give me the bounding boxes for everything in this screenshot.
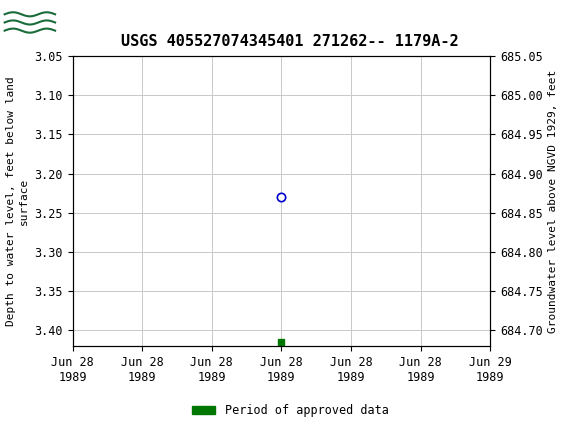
Bar: [3, 3, 58, 37]
Y-axis label: Groundwater level above NGVD 1929, feet: Groundwater level above NGVD 1929, feet: [548, 69, 558, 333]
Text: USGS: USGS: [64, 10, 132, 31]
Text: USGS 405527074345401 271262-- 1179A-2: USGS 405527074345401 271262-- 1179A-2: [121, 34, 459, 49]
Legend: Period of approved data: Period of approved data: [187, 399, 393, 422]
Y-axis label: Depth to water level, feet below land
surface: Depth to water level, feet below land su…: [6, 76, 29, 326]
